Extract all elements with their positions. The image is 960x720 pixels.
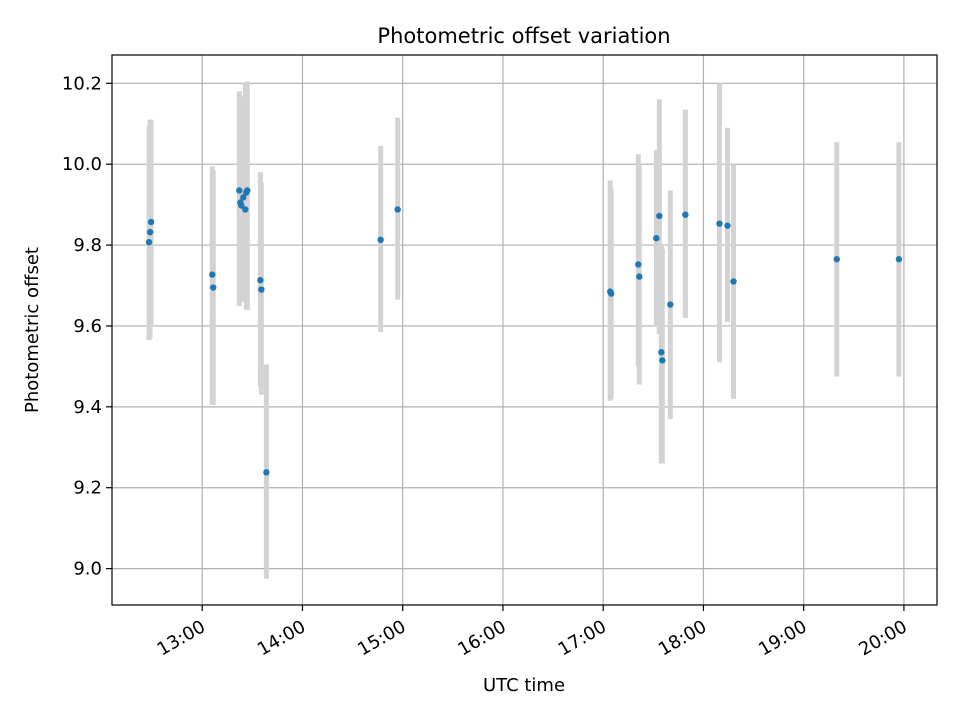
x-tick-label: 18:00 [655, 616, 710, 660]
plot-frame [111, 54, 938, 606]
data-point [895, 256, 903, 263]
data-point [730, 278, 737, 285]
x-tick-label: 13:00 [154, 616, 209, 660]
data-point [635, 261, 642, 268]
x-tick-label: 20:00 [855, 616, 910, 660]
y-axis-label: Photometric offset [22, 247, 43, 413]
data-point [210, 284, 217, 291]
chart-title: Photometric offset variation [377, 24, 670, 48]
data-point [394, 206, 401, 213]
data-point [146, 228, 154, 236]
data-point [257, 277, 264, 284]
y-tick-label: 9.8 [73, 235, 102, 256]
y-tick-label: 10.0 [62, 154, 102, 175]
x-tick-label: 14:00 [254, 616, 309, 660]
x-tick-label: 15:00 [354, 616, 409, 660]
data-point [244, 187, 251, 194]
data-point [667, 301, 674, 308]
data-point [724, 222, 731, 229]
data-point [682, 211, 689, 218]
data-point [236, 187, 243, 194]
data-point [658, 349, 665, 356]
data-point [833, 256, 840, 263]
x-tick-label: 19:00 [755, 616, 810, 660]
data-point [377, 236, 384, 244]
y-tick-label: 10.2 [62, 73, 102, 94]
error-bars [146, 81, 902, 579]
data-point [147, 218, 155, 226]
x-tick-label: 16:00 [454, 616, 509, 660]
data-point [209, 271, 216, 278]
data-point [636, 273, 643, 280]
data-point [263, 469, 270, 476]
data-points [145, 187, 903, 476]
data-point [659, 357, 666, 364]
y-tick-label: 9.6 [73, 316, 102, 337]
data-point [240, 194, 247, 201]
x-tick-label: 17:00 [555, 616, 610, 660]
y-tick-label: 9.4 [73, 397, 102, 418]
data-point [242, 206, 249, 213]
data-point [145, 239, 153, 246]
y-tick-label: 9.0 [73, 559, 102, 580]
data-point [656, 212, 663, 220]
y-tick-label: 9.2 [73, 478, 102, 499]
data-point [608, 290, 615, 297]
data-point [258, 286, 265, 293]
data-point [238, 202, 245, 209]
x-axis: 13:00 14:00 15:00 16:00 17:00 18:00 19:00 20:00 [154, 605, 911, 660]
grid [112, 55, 937, 605]
data-point [653, 234, 660, 242]
x-axis-label: UTC time [483, 675, 565, 696]
data-point [716, 220, 723, 227]
y-axis: 9.0 9.2 9.4 9.6 9.8 10.0 10.2 [62, 73, 112, 580]
